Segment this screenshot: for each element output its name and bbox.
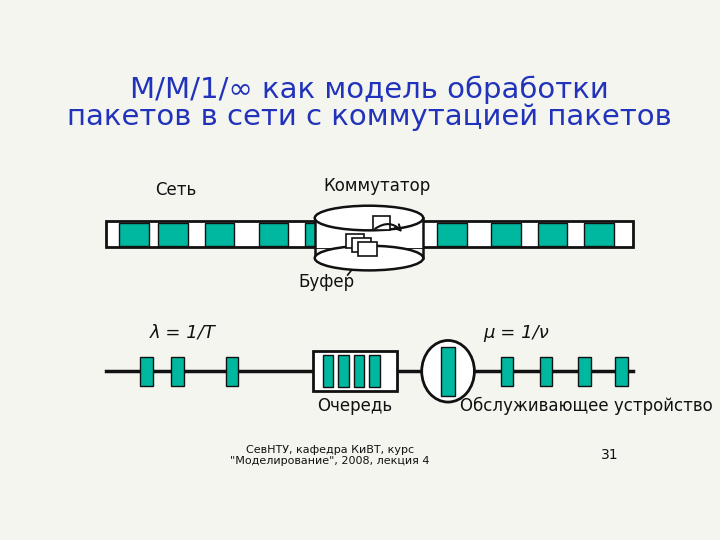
Bar [158, 222, 188, 246]
Bar [358, 242, 377, 256]
Text: μ = 1/ν: μ = 1/ν [483, 324, 549, 342]
Bar [204, 222, 234, 246]
Bar [441, 347, 455, 396]
Text: Буфер: Буфер [298, 273, 354, 291]
Bar [338, 355, 349, 387]
Bar [225, 356, 238, 386]
Bar [106, 221, 632, 247]
Bar [437, 222, 467, 246]
Bar [538, 222, 567, 246]
Bar [352, 238, 371, 252]
Text: λ = 1/T: λ = 1/T [150, 324, 216, 342]
Bar [120, 222, 149, 246]
Bar [315, 220, 423, 248]
Ellipse shape [315, 246, 423, 271]
Bar [313, 351, 397, 392]
Bar [500, 356, 513, 386]
Bar [585, 222, 614, 246]
Text: М/М/1/∞ как модель обработки: М/М/1/∞ как модель обработки [130, 75, 608, 104]
Bar [492, 222, 521, 246]
Bar [354, 355, 364, 387]
Bar [369, 355, 380, 387]
Ellipse shape [422, 340, 474, 402]
Bar [578, 356, 590, 386]
Text: Коммутатор: Коммутатор [323, 178, 431, 195]
Bar [140, 356, 153, 386]
Text: 31: 31 [600, 448, 618, 462]
Text: Очередь: Очередь [318, 397, 392, 415]
Ellipse shape [315, 206, 423, 231]
Text: "Моделирование", 2008, лекция 4: "Моделирование", 2008, лекция 4 [230, 456, 430, 465]
Bar [323, 355, 333, 387]
Bar [346, 234, 364, 248]
Bar [259, 222, 289, 246]
Text: Сеть: Сеть [155, 181, 196, 199]
Text: СевНТУ, кафедра КиВТ, курс: СевНТУ, кафедра КиВТ, курс [246, 445, 414, 455]
Text: Обслуживающее устройство: Обслуживающее устройство [459, 397, 712, 415]
Bar [373, 217, 390, 231]
Bar [171, 356, 184, 386]
Bar [305, 222, 335, 246]
Bar [616, 356, 628, 386]
Bar [539, 356, 552, 386]
Text: пакетов в сети с коммутацией пакетов: пакетов в сети с коммутацией пакетов [67, 103, 671, 131]
